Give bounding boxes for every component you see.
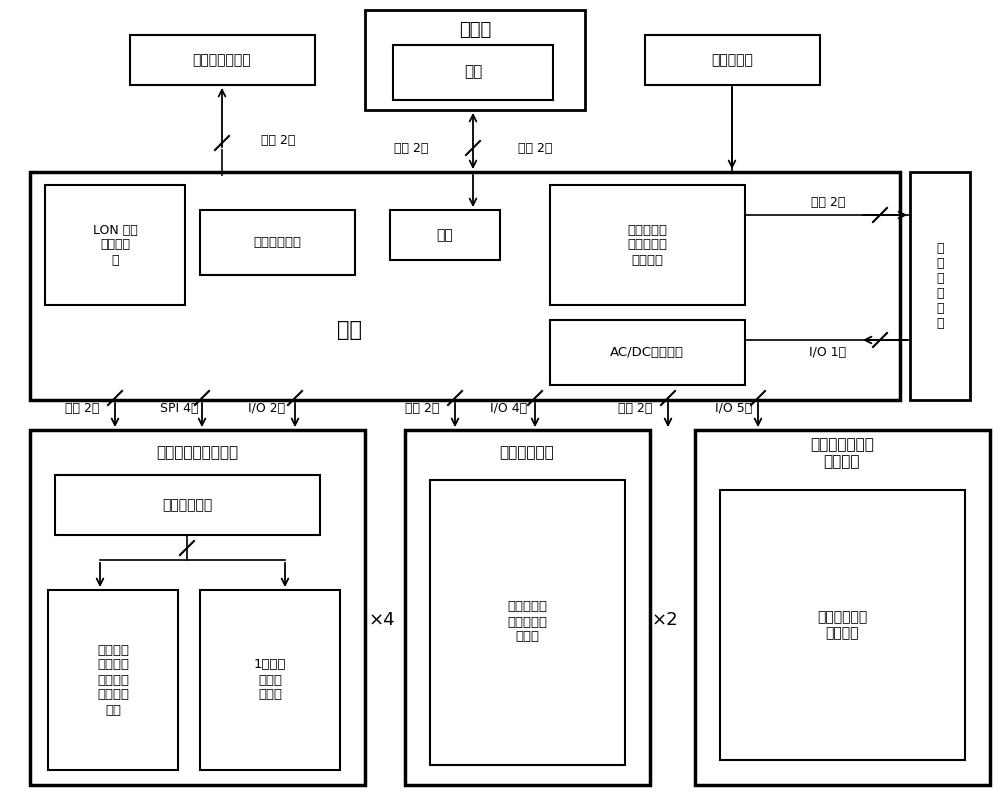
- Bar: [720, 490, 965, 760]
- Text: 光照度检测: 光照度检测: [711, 53, 753, 67]
- Bar: [430, 480, 625, 765]
- Bar: [393, 45, 553, 100]
- Bar: [390, 210, 500, 260]
- Bar: [645, 35, 820, 85]
- Bar: [200, 590, 340, 770]
- Bar: [910, 172, 970, 400]
- Bar: [45, 185, 185, 305]
- Text: 电源 2线: 电源 2线: [811, 197, 845, 210]
- Text: 串口: 串口: [464, 64, 482, 80]
- Text: 电源 2线: 电源 2线: [261, 134, 295, 147]
- Bar: [550, 320, 745, 385]
- Text: 风机盘管与热能
控制模块: 风机盘管与热能 控制模块: [810, 437, 874, 469]
- Text: 红外发射延长线: 红外发射延长线: [193, 53, 251, 67]
- Text: 电源 2线: 电源 2线: [618, 401, 652, 414]
- Text: 一个带手
动开关磁
保持继电
器及控制
电路: 一个带手 动开关磁 保持继电 器及控制 电路: [97, 643, 129, 717]
- Text: 1路电压
电流测
里电路: 1路电压 电流测 里电路: [254, 659, 286, 701]
- Bar: [30, 172, 900, 400]
- Text: 两路带手动
开关磁保持
继电器: 两路带手动 开关磁保持 继电器: [507, 600, 547, 643]
- Bar: [550, 185, 745, 305]
- Text: 通信 2线: 通信 2线: [518, 142, 552, 155]
- Text: I/O 2线: I/O 2线: [248, 401, 285, 414]
- Text: 串口: 串口: [437, 228, 453, 242]
- Text: ×4: ×4: [369, 611, 395, 629]
- Text: 电源 2线: 电源 2线: [394, 142, 428, 155]
- Text: 触摸屏: 触摸屏: [459, 21, 491, 39]
- Text: 单相计量与控制模块: 单相计量与控制模块: [156, 446, 238, 460]
- Text: I/O 5线: I/O 5线: [715, 401, 752, 414]
- Bar: [55, 475, 320, 535]
- Text: 电源 2线: 电源 2线: [405, 401, 439, 414]
- Text: 电源 2线: 电源 2线: [65, 401, 99, 414]
- Bar: [200, 210, 355, 275]
- Text: I/O 4线: I/O 4线: [490, 401, 527, 414]
- Text: 人
体
感
应
装
置: 人 体 感 应 装 置: [936, 242, 944, 330]
- Bar: [405, 430, 650, 785]
- Text: I/O 1线: I/O 1线: [809, 346, 847, 359]
- Bar: [48, 590, 178, 770]
- Bar: [130, 35, 315, 85]
- Text: 红外输出接口: 红外输出接口: [253, 236, 301, 250]
- Bar: [365, 10, 585, 110]
- Text: LON 双绞
线通信接
口: LON 双绞 线通信接 口: [93, 223, 137, 267]
- Text: 五路继电器及
控制电路: 五路继电器及 控制电路: [817, 610, 867, 640]
- Text: 温度测量、
实时时钟、
数据存储: 温度测量、 实时时钟、 数据存储: [627, 223, 667, 267]
- Text: 照明控制模块: 照明控制模块: [500, 446, 554, 460]
- Text: 主机: 主机: [338, 320, 362, 340]
- Text: 单相计量芯片: 单相计量芯片: [162, 498, 212, 512]
- Bar: [30, 430, 365, 785]
- Text: SPI 4线: SPI 4线: [160, 401, 198, 414]
- Text: ×2: ×2: [652, 611, 678, 629]
- Bar: [695, 430, 990, 785]
- Text: AC/DC电源模块: AC/DC电源模块: [610, 346, 684, 359]
